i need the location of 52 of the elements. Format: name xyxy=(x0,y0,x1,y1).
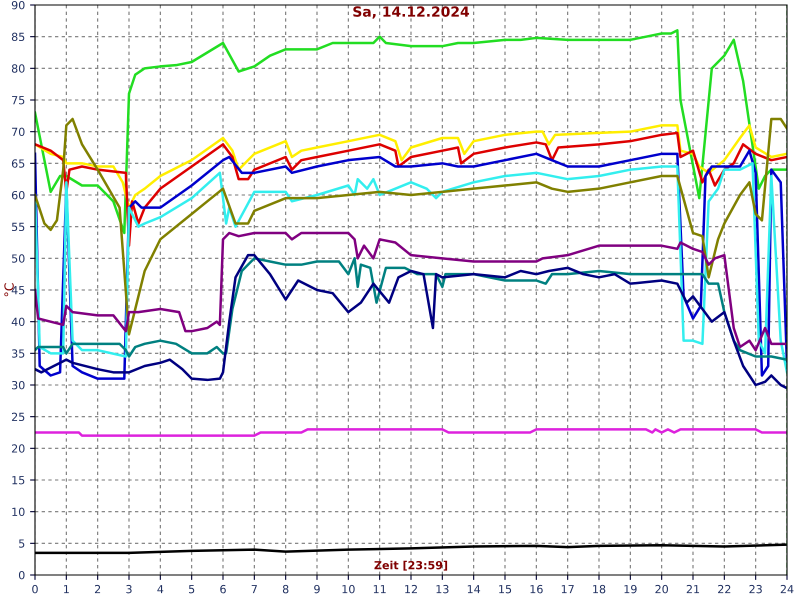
line-series xyxy=(35,232,787,352)
x-tick-label: 21 xyxy=(686,584,700,594)
y-tick-label: 75 xyxy=(12,96,24,104)
y-tick-label: 25 xyxy=(12,412,24,422)
x-axis-title: Zeit [23:59] xyxy=(374,560,448,571)
x-tick-label: 16 xyxy=(530,584,543,594)
x-tick-label: 23 xyxy=(749,584,762,594)
x-tick-label: 18 xyxy=(593,584,606,594)
x-tick-label: 14 xyxy=(468,585,480,594)
x-tick-label: 0 xyxy=(32,584,38,594)
y-tick-label: 20 xyxy=(12,444,25,453)
x-tick-label: 6 xyxy=(220,584,226,594)
line-series xyxy=(35,124,787,209)
x-tick-label: 24 xyxy=(780,584,794,594)
line-series xyxy=(35,29,787,234)
x-tick-label: 11 xyxy=(374,585,386,594)
x-tick-label: 12 xyxy=(405,584,417,594)
chart-title: Sa, 14.12.2024 xyxy=(353,6,470,19)
line-series xyxy=(35,254,787,390)
y-tick-label: 80 xyxy=(12,64,25,73)
x-tick-label: 8 xyxy=(282,584,288,594)
x-tick-label: 7 xyxy=(252,585,257,594)
x-tick-label: 3 xyxy=(126,584,132,594)
y-tick-label: 0 xyxy=(18,570,25,580)
x-tick-label: 10 xyxy=(342,584,355,594)
x-tick-label: 1 xyxy=(64,585,69,594)
y-tick-label: 65 xyxy=(12,159,24,168)
x-tick-label: 13 xyxy=(436,584,449,594)
y-tick-label: 15 xyxy=(12,476,24,484)
y-tick-label: 30 xyxy=(12,380,25,390)
y-tick-label: 90 xyxy=(12,0,25,10)
y-tick-label: 70 xyxy=(12,128,25,136)
x-tick-label: 5 xyxy=(188,585,194,594)
y-tick-label: 40 xyxy=(12,318,25,326)
x-tick-label: 2 xyxy=(94,584,100,594)
x-tick-label: 9 xyxy=(314,584,320,594)
x-tick-label: 4 xyxy=(157,585,164,594)
y-tick-label: 35 xyxy=(12,349,24,358)
y-tick-label: 60 xyxy=(12,190,25,200)
y-tick-label: 45 xyxy=(12,286,24,294)
y-tick-label: 85 xyxy=(12,32,24,42)
y-tick-label: 55 xyxy=(12,222,24,232)
x-tick-label: 20 xyxy=(655,584,668,594)
y-tick-label: 5 xyxy=(19,539,24,548)
x-tick-label: 22 xyxy=(718,584,730,594)
line-series xyxy=(35,118,787,336)
x-tick-label: 19 xyxy=(624,584,637,594)
x-tick-label: 17 xyxy=(562,585,574,594)
x-tick-label: 15 xyxy=(499,585,512,594)
y-tick-label: 50 xyxy=(12,254,25,263)
y-tick-label: 10 xyxy=(12,508,25,516)
y-axis-title: °C xyxy=(4,283,14,296)
